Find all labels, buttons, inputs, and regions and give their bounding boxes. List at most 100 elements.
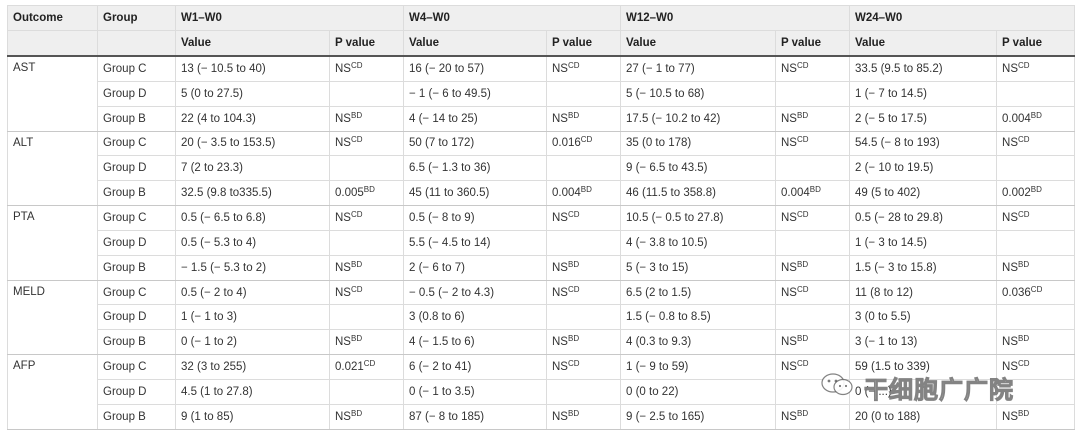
pvalue-comparison-superscript: BD bbox=[1018, 259, 1030, 269]
pvalue-comparison-superscript: CD bbox=[567, 359, 580, 369]
pvalue-cell: NSBD bbox=[329, 403, 404, 430]
group-cell: Group D bbox=[97, 155, 176, 182]
pvalue-text: NS bbox=[335, 261, 351, 274]
value-cell: 16 (− 20 to 57) bbox=[403, 55, 547, 82]
pvalue-text: 0.004 bbox=[781, 187, 810, 200]
value-cell: − 1 (− 6 to 49.5) bbox=[403, 80, 547, 107]
group-cell: Group C bbox=[97, 55, 176, 82]
pvalue-comparison-superscript: BD bbox=[796, 408, 809, 418]
pvalue-cell: 0.021CD bbox=[329, 354, 404, 380]
pvalue-text: NS bbox=[335, 410, 351, 423]
value-cell: 1 (− 7 to 14.5) bbox=[849, 80, 998, 107]
header-value: Value bbox=[175, 30, 330, 57]
value-cell: 7 (2 to 23.3) bbox=[175, 155, 330, 182]
pvalue-text: NS bbox=[781, 410, 797, 423]
pvalue-cell: NSBD bbox=[774, 105, 851, 132]
value-cell: 2 (− 6 to 7) bbox=[403, 254, 547, 281]
pvalue-cell: 0.002BD bbox=[996, 180, 1076, 207]
pvalue-cell: NSCD bbox=[546, 279, 621, 306]
value-cell: 0.5 (− 5.3 to 4) bbox=[175, 229, 330, 256]
pvalue-text: NS bbox=[552, 410, 568, 423]
value-cell: 4 (0.3 to 9.3) bbox=[620, 329, 776, 356]
pvalue-text: NS bbox=[552, 286, 568, 299]
header-group: Group bbox=[97, 5, 176, 31]
value-cell: 10.5 (− 0.5 to 27.8) bbox=[620, 205, 776, 231]
group-cell: Group B bbox=[97, 254, 176, 281]
outcome-cell: ALT bbox=[7, 130, 98, 207]
group-cell: Group C bbox=[97, 205, 176, 231]
value-cell: 6 (− 2 to 41) bbox=[403, 354, 547, 380]
pvalue-cell: NSCD bbox=[996, 354, 1076, 380]
pvalue-text: NS bbox=[552, 62, 568, 75]
pvalue-cell: NSCD bbox=[329, 55, 404, 82]
value-cell: 6.5 (2 to 1.5) bbox=[620, 279, 776, 306]
group-cell: Group C bbox=[97, 130, 176, 157]
value-cell: 17.5 (− 10.2 to 42) bbox=[620, 105, 776, 132]
value-cell: 0.5 (− 2 to 4) bbox=[175, 279, 330, 306]
pvalue-text: 0.021 bbox=[335, 361, 364, 374]
value-cell: 5.5 (− 4.5 to 14) bbox=[403, 229, 547, 256]
table-row: Group D 0.5 (− 5.3 to 4) 5.5 (− 4.5 to 14)… bbox=[8, 229, 1076, 256]
pvalue-cell: NSBD bbox=[774, 403, 851, 430]
value-cell: 2 (− 10 to 19.5) bbox=[849, 155, 998, 182]
table-row: Group D 4.5 (1 to 27.8) 0 (− 1 to 3.5) 0 (0… bbox=[8, 378, 1076, 405]
pvalue-cell bbox=[774, 229, 851, 256]
pvalue-cell: NSCD bbox=[329, 205, 404, 231]
pvalue-text: NS bbox=[335, 112, 351, 125]
value-cell: 9 (1 to 85) bbox=[175, 403, 330, 430]
pvalue-cell: NSCD bbox=[996, 205, 1076, 231]
pvalue-text: NS bbox=[781, 211, 797, 224]
pvalue-comparison-superscript: CD bbox=[363, 359, 376, 369]
header-blank bbox=[7, 30, 98, 57]
value-cell: 1 (− 9 to 59) bbox=[620, 354, 776, 380]
pvalue-comparison-superscript: CD bbox=[1018, 209, 1030, 219]
pvalue-cell: NSCD bbox=[996, 55, 1076, 82]
pvalue-comparison-superscript: CD bbox=[567, 60, 580, 70]
pvalue-text: NS bbox=[1002, 261, 1018, 274]
header-period-w4: W4–W0 bbox=[403, 5, 621, 31]
table-row: MELD Group C 0.5 (− 2 to 4) NSCD − 0.5 (− 2 … bbox=[7, 279, 1076, 356]
group-cell: Group B bbox=[97, 329, 176, 356]
pvalue-cell: NSCD bbox=[329, 279, 404, 306]
pvalue-comparison-superscript: CD bbox=[567, 284, 580, 294]
header-pvalue: P value bbox=[996, 30, 1076, 57]
pvalue-comparison-superscript: CD bbox=[350, 284, 363, 294]
header-value: Value bbox=[620, 30, 776, 57]
header-row-columns: Value P value Value P value Value P valu… bbox=[7, 30, 1076, 57]
pvalue-cell bbox=[546, 304, 621, 331]
pvalue-cell: 0.005BD bbox=[329, 180, 404, 207]
header-pvalue: P value bbox=[774, 30, 851, 57]
pvalue-text: NS bbox=[552, 336, 568, 349]
pvalue-text: NS bbox=[781, 361, 797, 374]
value-cell: 0 (− 1 to 3.5) bbox=[403, 378, 547, 405]
pvalue-cell: NSBD bbox=[996, 403, 1076, 430]
pvalue-cell: NSBD bbox=[329, 254, 404, 281]
pvalue-text: NS bbox=[552, 112, 568, 125]
pvalue-cell bbox=[996, 304, 1076, 331]
value-cell: 1 (− 3 to 14.5) bbox=[849, 229, 998, 256]
pvalue-text: NS bbox=[1002, 211, 1018, 224]
value-cell: − 1.5 (− 5.3 to 2) bbox=[175, 254, 330, 281]
table-row: ALT Group C 20 (− 3.5 to 153.5) NSCD 50 (7 t… bbox=[7, 130, 1076, 207]
group-cell: Group B bbox=[97, 403, 176, 430]
pvalue-comparison-superscript: BD bbox=[1018, 334, 1030, 344]
header-pvalue: P value bbox=[329, 30, 404, 57]
pvalue-cell bbox=[774, 80, 851, 107]
group-cell: Group C bbox=[97, 354, 176, 380]
pvalue-cell: NSCD bbox=[996, 130, 1076, 157]
value-cell: 2 (− 5 to 17.5) bbox=[849, 105, 998, 132]
pvalue-cell: NSBD bbox=[546, 254, 621, 281]
pvalue-comparison-superscript: CD bbox=[796, 209, 809, 219]
value-cell: 0 (0 to 22) bbox=[620, 378, 776, 405]
value-cell: 22 (4 to 104.3) bbox=[175, 105, 330, 132]
value-cell: 87 (− 8 to 185) bbox=[403, 403, 547, 430]
value-cell: 4.5 (1 to 27.8) bbox=[175, 378, 330, 405]
pvalue-comparison-superscript: BD bbox=[567, 110, 580, 120]
table-row: Group B − 1.5 (− 5.3 to 2) NSBD 2 (− 6 to 7… bbox=[8, 254, 1076, 281]
pvalue-comparison-superscript: CD bbox=[796, 359, 809, 369]
group-cell: Group D bbox=[97, 304, 176, 331]
pvalue-text: 0.002 bbox=[1002, 187, 1031, 200]
value-cell: 4 (− 3.8 to 10.5) bbox=[620, 229, 776, 256]
table-row: Group B 22 (4 to 104.3) NSBD 4 (− 14 to 25)… bbox=[8, 105, 1076, 132]
pvalue-comparison-superscript: BD bbox=[796, 259, 809, 269]
